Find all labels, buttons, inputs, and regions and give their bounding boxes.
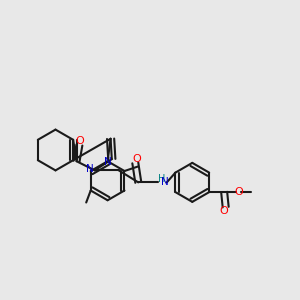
Text: N: N — [86, 164, 94, 174]
Text: O: O — [132, 154, 141, 164]
Text: O: O — [220, 206, 229, 216]
Text: H: H — [158, 174, 165, 184]
Text: O: O — [234, 187, 243, 197]
Text: N: N — [104, 157, 112, 167]
Text: O: O — [75, 136, 84, 146]
Text: N: N — [160, 177, 168, 187]
